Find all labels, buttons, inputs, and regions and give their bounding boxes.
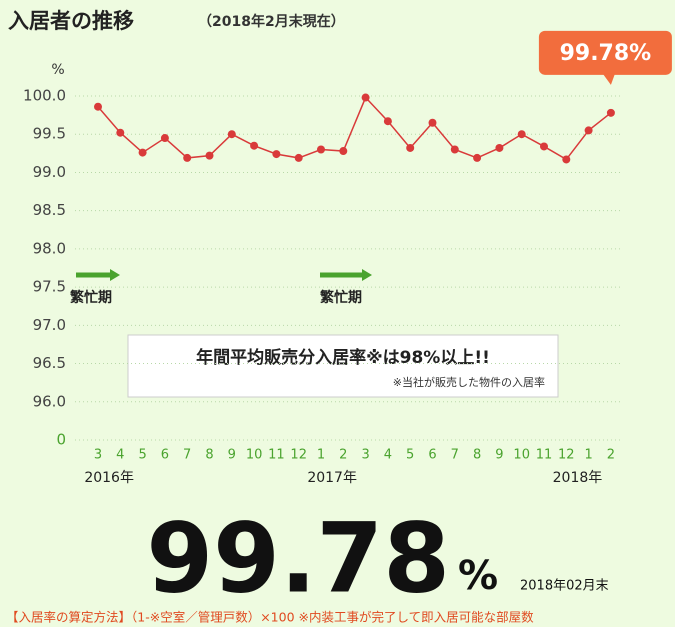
x-tick-label: 5 [138,448,146,463]
x-tick-label: 3 [94,448,102,463]
year-label: 2017年 [307,470,357,486]
chart-subtitle: （2018年2月末現在） [198,13,345,30]
y-tick-label: 98.5 [33,201,66,219]
busy-arrow [76,269,120,281]
data-point [294,153,303,162]
y-tick-label: 97.0 [33,316,66,334]
y-tick-label: 96.5 [33,354,66,372]
x-tick-label: 8 [205,448,213,463]
y-tick-label: 98.0 [33,239,66,257]
x-tick-label: 3 [361,448,369,463]
callout-pointer [602,73,615,85]
annotation: 繁忙期 [69,289,112,306]
y-tick-label: 99.5 [33,125,66,143]
data-point [227,130,236,139]
x-tick-label: 4 [384,448,392,463]
note-text: ※当社が販売した物件の入居率 [393,375,545,389]
data-point [94,102,102,111]
data-point [406,143,415,152]
data-point [450,145,459,154]
headline-date: 2018年02月末 [520,579,609,594]
note-title: 年間平均販売分入居率※は98%以上!! [196,347,490,368]
x-tick-label: 9 [228,448,236,463]
x-tick-label: 5 [406,448,414,463]
x-tick-label: 12 [558,448,575,463]
year-label: 2016年 [84,470,134,486]
y-axis-label: % [51,62,64,78]
data-point [517,130,526,139]
data-point [138,148,147,157]
data-point [183,153,192,162]
x-tick-label: 9 [495,448,503,463]
callout-box [538,30,672,75]
data-point [116,128,125,137]
value-label: 99.78% [560,41,652,66]
data-point [606,108,615,117]
x-tick-label: 12 [290,448,307,463]
data-point [473,153,482,162]
data-point [383,117,392,126]
x-tick-label: 1 [317,448,325,463]
x-tick-label: 11 [268,448,285,463]
x-tick-label: 2 [607,448,615,463]
data-point [540,142,548,151]
data-point [562,155,571,164]
headline-unit: % [458,553,498,599]
data-point [160,134,169,143]
data-point [339,147,348,156]
x-tick-label: 4 [116,448,124,463]
note-box [127,334,559,398]
y-tick-label: 99.0 [33,163,66,181]
x-tick-label: 11 [536,448,553,463]
y-tick-label: 100.0 [23,87,66,105]
x-tick-label: 6 [161,448,169,463]
x-tick-label: 8 [473,448,481,463]
x-tick-label: 10 [246,448,263,463]
data-point [584,126,593,135]
year-label: 2018年 [553,470,603,486]
footer: 【入居率の算定方法】（1-※空室／管理戸数）×100 ※内装工事が完了して即入居… [6,610,534,625]
data-point [428,118,437,127]
data-point [250,141,259,150]
data-point [361,93,370,102]
y-tick-label: 97.5 [33,278,66,296]
data-point [495,143,504,152]
series-line [97,96,612,161]
headline-value: 99.78 [146,502,450,614]
chart-title: 入居者の推移 [8,9,134,33]
y-tick-label: 96.0 [33,392,66,410]
x-tick-label: 2 [339,448,347,463]
busy-arrow [320,269,372,281]
x-tick-label: 6 [428,448,436,463]
data-point [272,150,281,159]
annotation: 繁忙期 [319,289,362,306]
data-point [317,145,325,154]
x-tick-label: 1 [584,448,592,463]
x-tick-label: 7 [451,448,459,463]
data-point [205,151,214,160]
x-tick-label: 7 [183,448,191,463]
y-tick-label: 0 [56,431,66,449]
x-tick-label: 10 [513,448,530,463]
